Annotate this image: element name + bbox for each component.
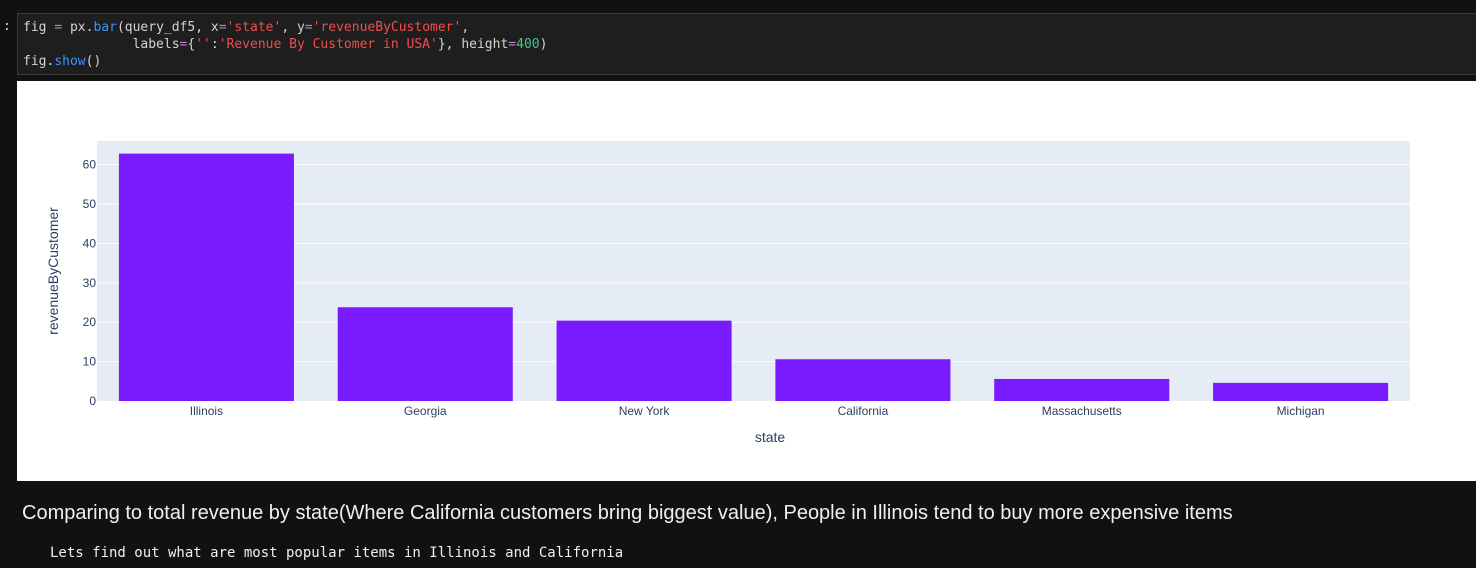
y-ticks: 0 10 20 30 40 50 60 bbox=[83, 158, 97, 408]
x-tick-label: Illinois bbox=[190, 404, 223, 418]
y-tick-label: 50 bbox=[83, 197, 97, 211]
bar-georgia[interactable] bbox=[337, 307, 513, 401]
code-cell-editor[interactable]: fig = px.bar(query_df5, x='state', y='re… bbox=[17, 13, 1476, 75]
y-tick-label: 0 bbox=[89, 394, 96, 408]
gridlines bbox=[97, 164, 1410, 363]
code-line-3: fig.show() bbox=[23, 54, 102, 69]
y-tick-label: 40 bbox=[83, 236, 97, 250]
code-line-1: fig = px.bar(query_df5, x='state', y='re… bbox=[23, 20, 470, 35]
x-tick-label: Massachusetts bbox=[1042, 404, 1122, 418]
y-tick-label: 60 bbox=[83, 158, 97, 172]
bar-massachusetts[interactable] bbox=[994, 378, 1170, 401]
bar-california[interactable] bbox=[775, 359, 951, 401]
x-tick-label: Georgia bbox=[404, 404, 447, 418]
markdown-code-line: Lets find out what are most popular item… bbox=[50, 545, 624, 561]
bar-michigan[interactable] bbox=[1213, 382, 1389, 401]
y-tick-label: 30 bbox=[83, 276, 97, 290]
plot-background bbox=[97, 141, 1410, 401]
x-tick-label: Michigan bbox=[1277, 404, 1325, 418]
cell-output-chart: 0 10 20 30 40 50 60 Illinois Georgia New York Cal… bbox=[17, 81, 1476, 481]
bars bbox=[118, 153, 1389, 401]
code-line-2: labels={'':'Revenue By Customer in USA'}… bbox=[132, 37, 548, 52]
x-axis-title: state bbox=[755, 429, 786, 445]
y-tick-label: 10 bbox=[83, 355, 97, 369]
y-tick-label: 20 bbox=[83, 315, 97, 329]
x-tick-label: California bbox=[838, 404, 889, 418]
cell-prompt: : bbox=[3, 19, 11, 34]
bar-illinois[interactable] bbox=[118, 153, 294, 401]
x-tick-label: New York bbox=[619, 404, 671, 418]
x-ticks: Illinois Georgia New York California Massach… bbox=[190, 404, 1325, 418]
y-axis-title: revenueByCustomer bbox=[45, 207, 61, 335]
bar-chart: 0 10 20 30 40 50 60 Illinois Georgia New York Cal… bbox=[45, 141, 1410, 445]
bar-new-york[interactable] bbox=[556, 320, 732, 401]
markdown-heading: Comparing to total revenue by state(Wher… bbox=[22, 502, 1233, 524]
